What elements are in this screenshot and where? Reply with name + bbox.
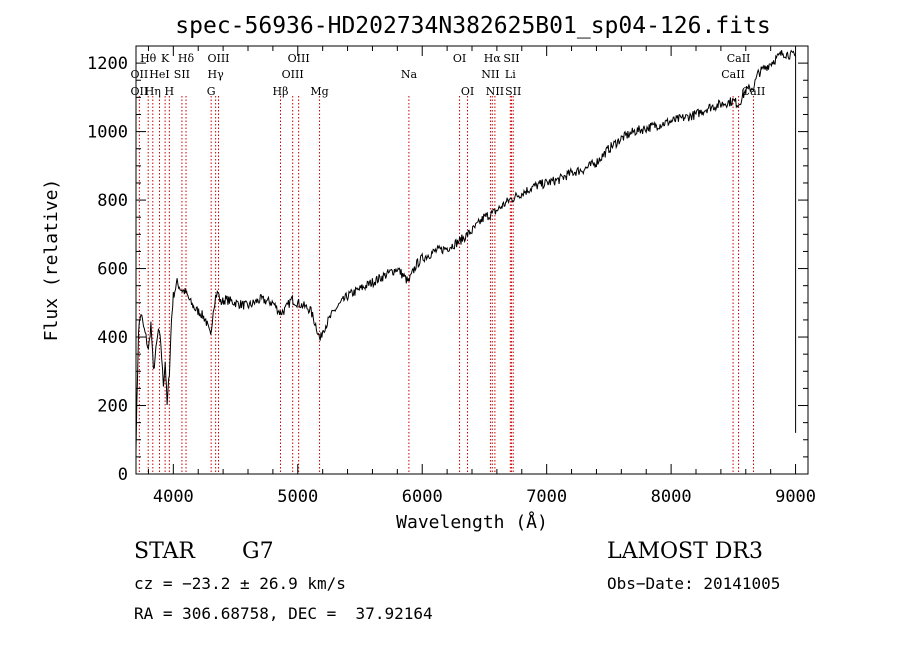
- object-subclass: G7: [242, 539, 274, 564]
- spectral-line-label: OIII: [207, 52, 229, 65]
- spectral-line-label: G: [207, 85, 216, 98]
- y-tick-label: 200: [97, 397, 128, 417]
- spectral-line-label: Hδ: [178, 52, 195, 65]
- y-tick-label: 600: [97, 260, 128, 280]
- spectral-marker-lines: [138, 96, 754, 474]
- spectral-line-label: Hθ: [140, 52, 157, 65]
- spectral-line-label: Mg: [310, 85, 328, 98]
- spectral-line-label: HeI: [149, 68, 169, 81]
- x-axis-ticks: 4000 5000 6000 7000 8000 9000: [147, 46, 816, 507]
- spectral-line-label: SII: [174, 68, 190, 81]
- coordinates: RA = 306.68758, DEC = 37.92164: [134, 604, 433, 623]
- spectrum-series-line: [135, 49, 797, 452]
- spectral-line-label: Hα: [484, 52, 502, 65]
- x-tick-label: 7000: [526, 487, 567, 507]
- spectral-line-label: NII: [481, 68, 499, 81]
- x-tick-label: 6000: [402, 487, 443, 507]
- spectral-line-label: OII: [131, 85, 149, 98]
- y-tick-label: 0: [118, 465, 128, 485]
- y-tick-label: 800: [97, 191, 128, 211]
- spectral-line-label: Li: [505, 68, 516, 81]
- spectral-line-label: SII: [503, 52, 519, 65]
- survey-name: LAMOST DR3: [607, 539, 763, 564]
- velocity-readout: cz = −23.2 ± 26.9 km/s: [134, 574, 346, 593]
- spectral-line-label: OI: [453, 52, 466, 65]
- x-axis-label: Wavelength (Å): [396, 511, 548, 533]
- spectral-line-label: Hγ: [208, 68, 225, 81]
- spectral-line-label: SII: [505, 85, 521, 98]
- x-tick-label: 5000: [277, 487, 318, 507]
- x-tick-label: 4000: [153, 487, 194, 507]
- x-tick-label: 8000: [651, 487, 692, 507]
- y-axis-label: Flux (relative): [41, 179, 62, 342]
- spectral-line-label: Na: [401, 68, 418, 81]
- y-tick-label: 1200: [87, 54, 128, 74]
- x-tick-label: 9000: [775, 487, 816, 507]
- y-tick-label: 400: [97, 328, 128, 348]
- spectral-line-label: OII: [131, 68, 149, 81]
- spectral-line-label: Hβ: [273, 85, 289, 98]
- spectral-line-label: OIII: [288, 52, 310, 65]
- spectral-line-label: CaII: [727, 52, 751, 65]
- y-tick-label: 1000: [87, 123, 128, 143]
- obs-date: Obs−Date: 20141005: [607, 574, 781, 593]
- spectral-line-label: NII: [486, 85, 504, 98]
- object-class: STAR: [134, 539, 195, 564]
- spectral-line-label: H: [165, 85, 175, 98]
- spectral-line-label: OI: [461, 85, 474, 98]
- spectral-line-label: CaII: [721, 68, 745, 81]
- spectral-line-label: Hη: [145, 85, 161, 98]
- spectral-line-label: K: [161, 52, 170, 65]
- y-axis-ticks: 0 200 400 600 800 1000 1200: [87, 45, 808, 485]
- chart-title: spec-56936-HD202734N382625B01_sp04-126.f…: [175, 13, 770, 39]
- spectral-line-label: OIII: [282, 68, 304, 81]
